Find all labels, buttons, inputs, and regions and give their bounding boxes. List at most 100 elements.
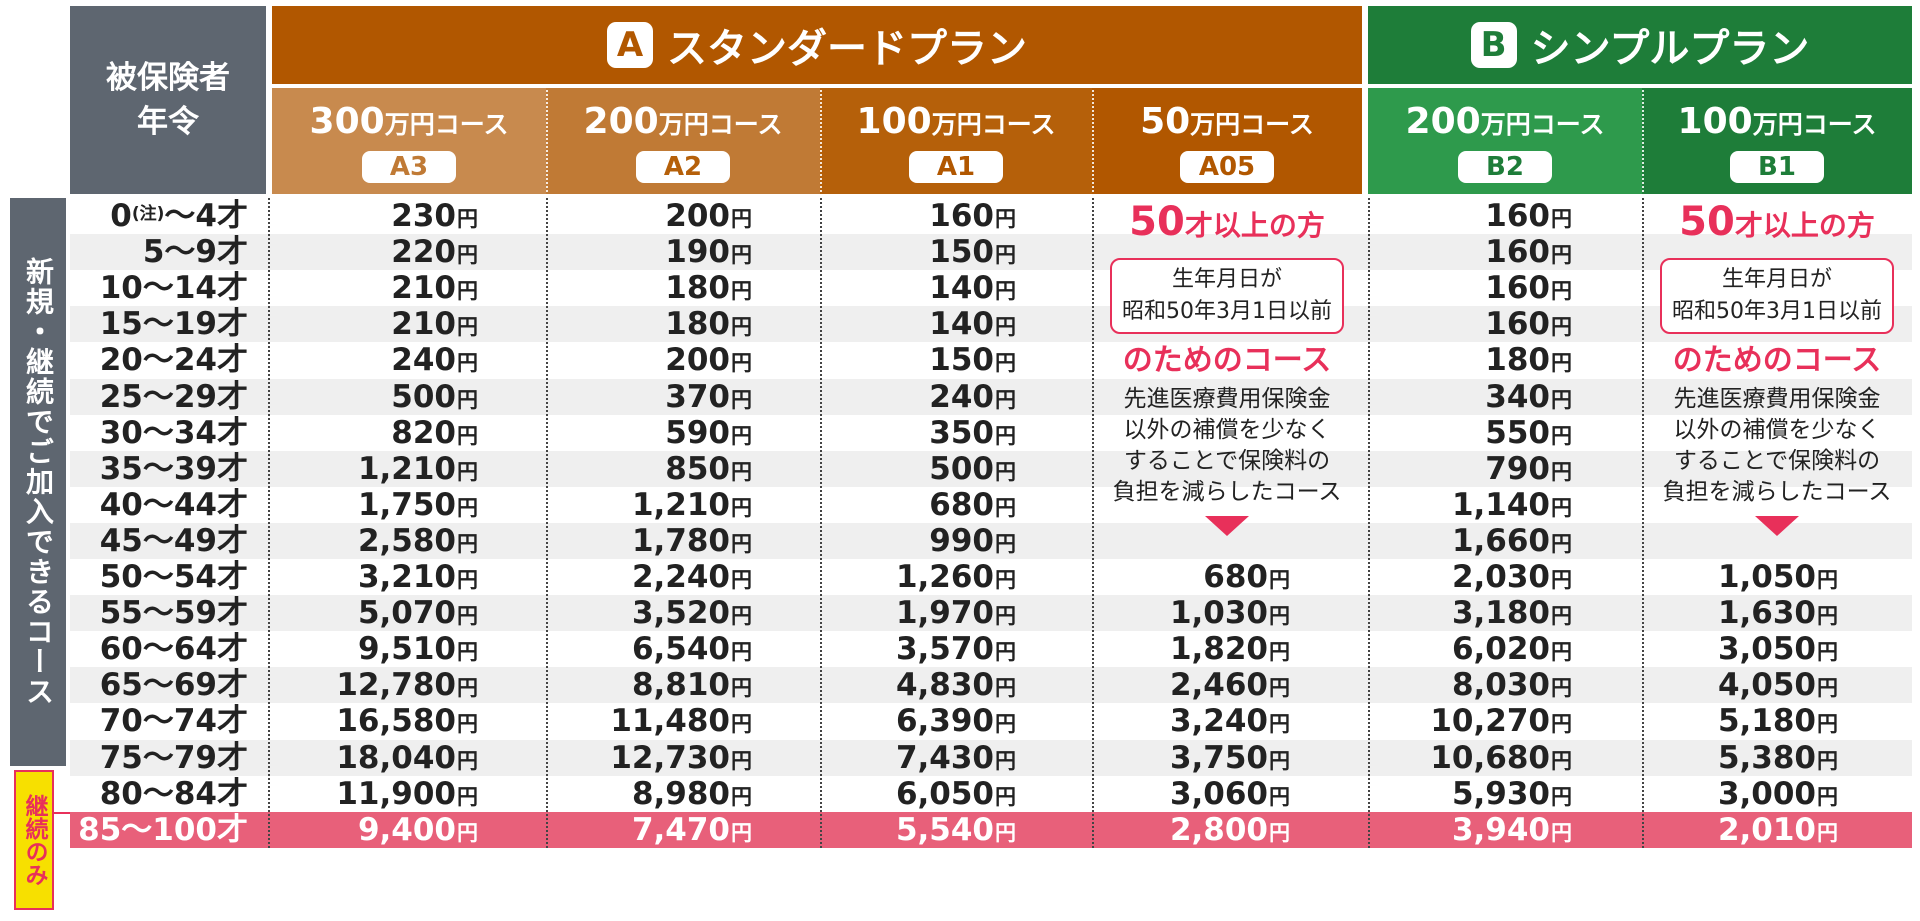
table-row: 60〜64才 9,510円 6,540円 3,570円 1,820円 6,020円 3,05… [70,631,1912,667]
premium-cell-b2: 1,140円 [1402,487,1572,523]
note-heading-text: 才以上の方 [1184,209,1325,242]
course-header-a2: 200万円コース A2 [546,88,820,194]
course-amount: 300 [309,100,385,142]
yen-unit: 円 [457,604,478,629]
yen-unit: 円 [731,495,752,520]
premium-value: 680 [1203,559,1268,595]
body-separator [1092,198,1094,848]
table-row: 10〜14才 210円 180円 140円 160円 [70,270,1912,306]
premium-value: 500 [391,378,456,415]
plan-b-header: B シンプルプラン [1368,6,1912,84]
premium-value: 12,730 [610,739,730,776]
premium-cell-a3: 9,510円 [308,631,478,667]
yen-unit: 円 [457,279,478,304]
yen-unit: 円 [731,568,752,592]
yen-unit: 円 [457,748,478,773]
yen-unit: 円 [1817,712,1838,737]
premium-value: 1,750 [357,486,456,523]
table-row: 80〜84才 11,900円 8,980円 6,050円 3,060円 5,930円 3,0… [70,776,1912,812]
age-cell: 30〜34才 [99,414,248,451]
yen-unit: 円 [1551,207,1572,231]
yen-unit: 円 [1551,604,1572,629]
yen-unit: 円 [995,568,1016,592]
note-heading: 50才以上の方 [1129,198,1325,250]
premium-value: 340 [1485,378,1550,415]
course-code: B1 [1730,150,1824,183]
age-cell: 0(注)〜4才 [70,198,266,234]
premium-cell-a05: 680円 [1120,559,1290,595]
premium-value: 500 [929,450,994,487]
table-row: 0(注)〜4才 230円 200円 160円 160円 [70,198,1912,234]
course-code: A3 [362,150,456,183]
premium-value: 150 [929,342,994,379]
yen-unit: 円 [1269,712,1290,737]
yen-unit: 円 [457,712,478,737]
premium-cell-a2: 1,780円 [582,523,752,559]
premium-value: 140 [929,306,994,343]
table-row: 25〜29才 500円 370円 240円 340円 [70,378,1912,415]
premium-value: 160 [1485,198,1550,234]
premium-cell-a1: 140円 [846,270,1016,306]
course-code: B2 [1458,150,1552,183]
premium-cell-b2: 180円 [1402,342,1572,378]
premium-value: 160 [1485,234,1550,271]
premium-cell-b2: 3,180円 [1402,595,1572,631]
course-name: 200万円コース [1406,100,1605,147]
note-subheading: のためのコース [1122,343,1332,378]
yen-unit: 円 [1551,712,1572,737]
premium-cell-a1: 3,570円 [846,631,1016,667]
premium-value: 9,400 [357,811,456,848]
yen-unit: 円 [995,243,1016,268]
yen-unit: 円 [1817,640,1838,665]
course-name: 50万円コース [1140,100,1314,147]
yen-unit: 円 [731,243,752,268]
premium-cell-a1: 4,830円 [846,667,1016,703]
down-arrow-icon [1755,516,1799,536]
table-row: 40〜44才 1,750円 1,210円 680円 1,140円 [70,487,1912,523]
yen-unit: 円 [995,315,1016,340]
premium-cell-a3: 1,210円 [308,451,478,487]
yen-unit: 円 [731,712,752,737]
course-unit: 万円コース [384,109,509,139]
yen-unit: 円 [1269,568,1290,592]
premium-value: 1,030 [1169,595,1268,632]
premium-value: 9,510 [357,631,456,668]
course-amount: 100 [1677,100,1753,142]
note-box-line: 生年月日が [1171,267,1282,292]
premium-cell-a2: 2,240円 [582,559,752,595]
premium-value: 2,030 [1451,559,1550,595]
premium-value: 5,540 [895,811,994,848]
premium-value: 2,580 [357,522,456,559]
table-row: 50〜54才 3,210円 2,240円 1,260円 680円 2,030円 1,050円 [70,559,1912,595]
yen-unit: 円 [995,351,1016,376]
age-value: 0 [110,198,132,234]
age-cell: 55〜59才 [99,595,248,632]
new-continue-label: 新規・継続でご加入できるコース [10,198,66,766]
age-header-line1: 被保険者 [106,60,230,96]
premium-cell-a2: 370円 [582,379,752,415]
premium-cell-b2: 8,030円 [1402,667,1572,703]
yen-unit: 円 [995,423,1016,448]
premium-value: 3,240 [1169,703,1268,740]
table-row: 85〜100才 9,400円 7,470円 5,540円 2,800円 3,940円 2,0… [70,811,1912,848]
yen-unit: 円 [457,207,478,231]
premium-cell-a3: 18,040円 [308,740,478,776]
course-header-a3: 300万円コース A3 [272,88,546,194]
yen-unit: 円 [1551,315,1572,340]
yen-unit: 円 [457,568,478,592]
over50-note-a05: 50才以上の方 生年月日が 昭和50年3月1日以前 のためのコース 先進医療費用保険金以… [1092,198,1362,538]
yen-unit: 円 [1551,387,1572,412]
premium-value: 5,930 [1451,775,1550,812]
header-separator [1092,90,1094,192]
yen-unit: 円 [457,495,478,520]
premium-value: 11,480 [610,703,730,740]
premium-cell-a2: 8,810円 [582,667,752,703]
yen-unit: 円 [995,207,1016,231]
premium-value: 10,270 [1430,703,1550,740]
yen-unit: 円 [1551,676,1572,701]
premium-value: 2,800 [1169,811,1268,848]
yen-unit: 円 [731,531,752,556]
premium-value: 1,630 [1717,595,1816,632]
yen-unit: 円 [1551,820,1572,845]
premium-cell-a2: 1,210円 [582,487,752,523]
